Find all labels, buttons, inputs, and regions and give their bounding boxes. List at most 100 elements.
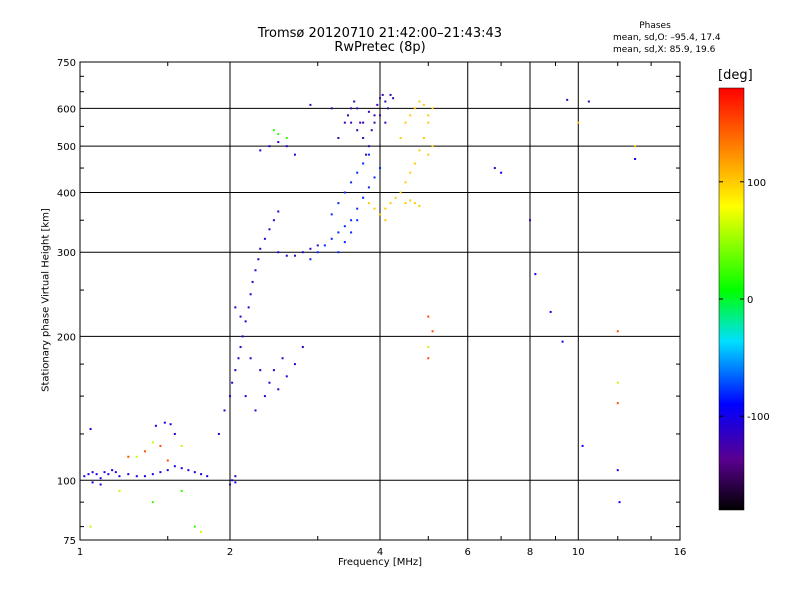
data-point xyxy=(95,473,98,476)
data-point xyxy=(118,475,121,478)
x-tick-label: 8 xyxy=(527,547,533,558)
data-point xyxy=(244,320,247,323)
data-point xyxy=(323,244,326,247)
data-point xyxy=(587,100,590,103)
data-point xyxy=(254,409,257,412)
chart-title: Tromsø 20120710 21:42:00–21:43:43 xyxy=(257,26,503,41)
data-point xyxy=(277,210,280,213)
data-point xyxy=(350,107,353,110)
data-point xyxy=(285,375,288,378)
data-point xyxy=(376,103,379,106)
data-point xyxy=(500,171,503,174)
data-point xyxy=(356,107,359,110)
data-point xyxy=(356,219,359,222)
data-point xyxy=(431,330,434,333)
data-point xyxy=(493,167,496,170)
data-point xyxy=(431,145,434,148)
data-point xyxy=(418,100,421,103)
data-point xyxy=(413,107,416,110)
data-point xyxy=(163,421,166,424)
data-point xyxy=(301,251,304,254)
data-point xyxy=(143,450,146,453)
data-point xyxy=(285,145,288,148)
data-point xyxy=(249,357,252,360)
data-point xyxy=(103,471,106,474)
data-point xyxy=(373,114,376,117)
data-point xyxy=(618,501,621,504)
grid-lines xyxy=(80,62,680,540)
data-point xyxy=(234,475,237,478)
data-point xyxy=(166,459,169,462)
data-point xyxy=(337,231,340,234)
data-point xyxy=(127,473,130,476)
data-point xyxy=(118,489,121,492)
data-point xyxy=(427,153,430,156)
data-point xyxy=(561,340,564,343)
data-point xyxy=(634,158,637,161)
data-point xyxy=(330,213,333,216)
data-point xyxy=(285,254,288,257)
data-point xyxy=(356,129,359,132)
data-point xyxy=(277,251,280,254)
data-point xyxy=(143,475,146,478)
data-point xyxy=(259,247,262,250)
data-point xyxy=(367,186,370,189)
data-point xyxy=(151,501,154,504)
y-tick-label: 75 xyxy=(63,536,76,547)
data-point xyxy=(135,475,138,478)
data-point xyxy=(187,469,190,472)
x-tick-label: 2 xyxy=(227,547,233,558)
data-point xyxy=(247,306,250,309)
data-point xyxy=(173,432,176,435)
data-point xyxy=(367,202,370,205)
data-point xyxy=(350,219,353,222)
data-point xyxy=(234,369,237,372)
data-point xyxy=(91,481,94,484)
data-point xyxy=(409,171,412,174)
data-point xyxy=(259,149,262,152)
data-point xyxy=(367,110,370,113)
phases-heading: Phases xyxy=(639,21,671,31)
data-point xyxy=(89,428,92,431)
data-point xyxy=(634,145,637,148)
data-point xyxy=(107,473,110,476)
data-point xyxy=(381,93,384,96)
colorbar xyxy=(718,87,745,511)
x-tick-label: 6 xyxy=(465,547,471,558)
data-point xyxy=(404,181,407,184)
data-point xyxy=(169,423,172,426)
x-tick-label: 1 xyxy=(77,547,83,558)
data-point xyxy=(217,432,220,435)
data-point xyxy=(249,293,252,296)
data-point xyxy=(87,473,90,476)
data-point xyxy=(616,330,619,333)
plot-frame xyxy=(79,61,681,541)
data-point xyxy=(180,489,183,492)
data-point xyxy=(337,137,340,140)
y-tick-label: 500 xyxy=(57,142,76,153)
data-point xyxy=(362,162,365,165)
data-point xyxy=(200,530,203,533)
y-tick-label: 400 xyxy=(57,188,76,199)
colorbar-tick-label: -100 xyxy=(747,412,770,423)
data-point xyxy=(151,473,154,476)
data-point xyxy=(422,137,425,140)
data-point xyxy=(427,357,430,360)
data-point xyxy=(367,153,370,156)
data-point xyxy=(330,237,333,240)
data-point xyxy=(180,444,183,447)
y-tick-label: 100 xyxy=(57,476,76,487)
data-point xyxy=(427,315,430,318)
data-point xyxy=(384,100,387,103)
data-point xyxy=(384,121,387,124)
data-point xyxy=(346,114,349,117)
data-point xyxy=(356,171,359,174)
data-point xyxy=(386,107,389,110)
data-point xyxy=(127,455,130,458)
data-point xyxy=(257,258,260,261)
data-point xyxy=(173,465,176,468)
data-point xyxy=(343,241,346,244)
data-point xyxy=(259,369,262,372)
data-point xyxy=(111,469,114,472)
